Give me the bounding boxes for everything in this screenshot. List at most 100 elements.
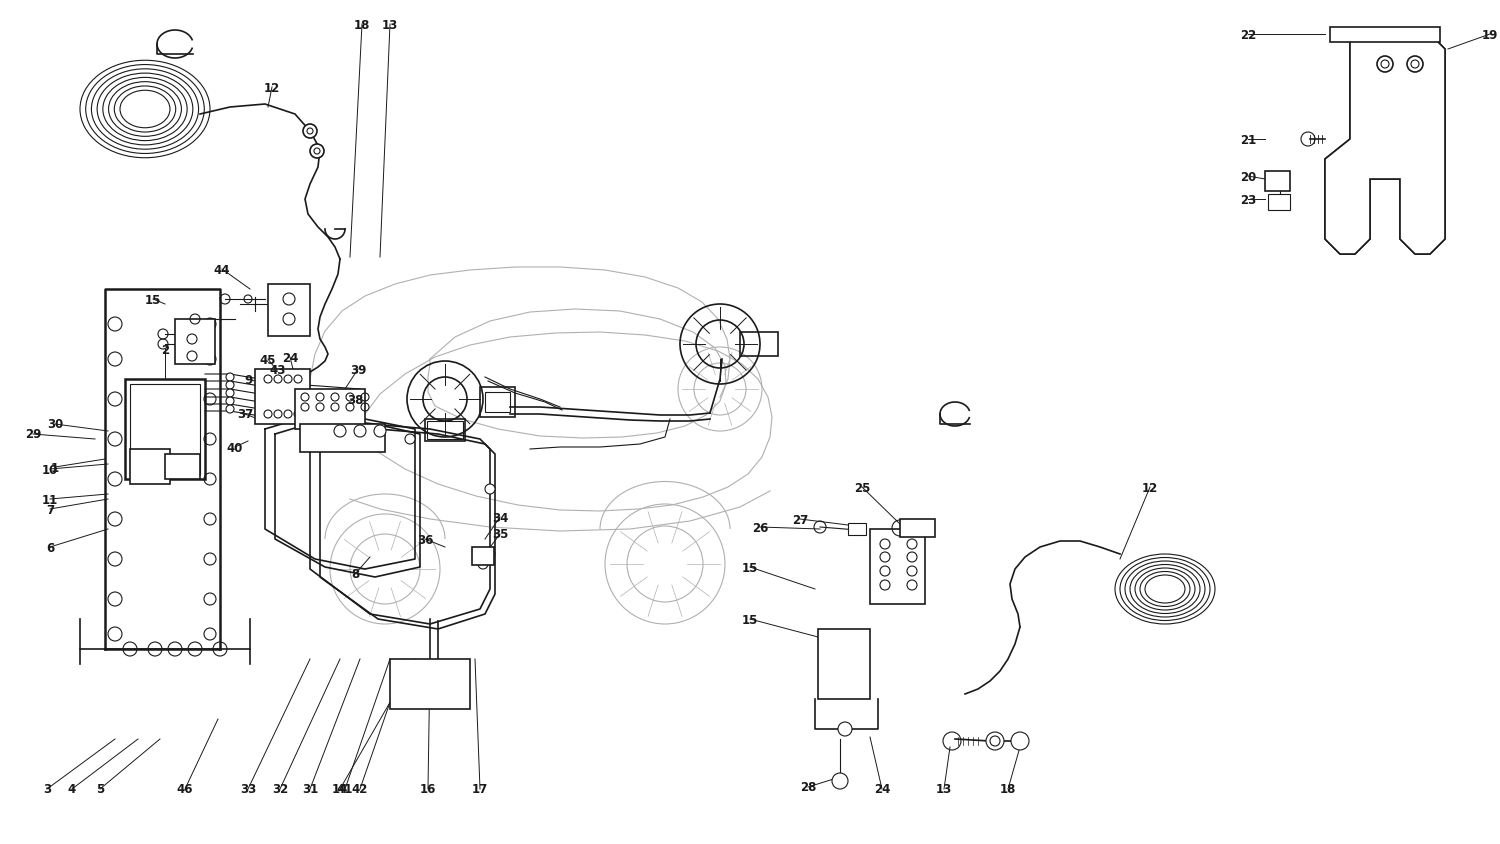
Text: 46: 46: [177, 782, 194, 796]
Text: 18: 18: [354, 19, 370, 31]
Circle shape: [833, 773, 848, 789]
Text: 26: 26: [752, 521, 768, 534]
Text: 12: 12: [264, 81, 280, 95]
Text: 32: 32: [272, 782, 288, 796]
Text: 24: 24: [874, 782, 890, 796]
Text: 12: 12: [1142, 481, 1158, 494]
Bar: [124, 380, 206, 479]
Bar: [272, 288, 308, 333]
Text: 16: 16: [420, 782, 436, 796]
Bar: [303, 428, 382, 450]
Text: 2: 2: [160, 344, 170, 356]
Circle shape: [303, 125, 316, 138]
Circle shape: [354, 425, 366, 437]
Text: 33: 33: [240, 782, 256, 796]
Text: 13: 13: [382, 19, 398, 31]
Circle shape: [374, 425, 386, 437]
Bar: [821, 632, 867, 696]
Text: 15: 15: [742, 613, 758, 625]
Circle shape: [986, 732, 1004, 750]
Text: 45: 45: [260, 353, 276, 366]
Text: 37: 37: [237, 408, 254, 421]
Text: 10: 10: [42, 463, 58, 476]
Text: 7: 7: [46, 503, 54, 516]
Circle shape: [908, 566, 916, 576]
Text: 15: 15: [742, 560, 758, 574]
Text: 1: 1: [51, 461, 58, 474]
Bar: [1268, 175, 1287, 189]
Text: 28: 28: [800, 781, 816, 793]
Bar: [427, 421, 464, 440]
Polygon shape: [1324, 35, 1444, 255]
Circle shape: [908, 552, 916, 562]
Bar: [424, 419, 465, 441]
Bar: [390, 659, 470, 709]
Circle shape: [880, 552, 890, 562]
Bar: [1268, 195, 1290, 211]
Circle shape: [314, 149, 320, 154]
Text: 44: 44: [214, 263, 231, 276]
Text: 18: 18: [1000, 782, 1016, 796]
Bar: [480, 387, 514, 418]
Circle shape: [308, 129, 314, 135]
Circle shape: [310, 145, 324, 159]
Circle shape: [880, 581, 890, 590]
Circle shape: [880, 566, 890, 576]
Circle shape: [484, 484, 495, 495]
Bar: [176, 320, 214, 365]
Bar: [255, 370, 310, 425]
Text: 4: 4: [68, 782, 76, 796]
Bar: [258, 372, 308, 421]
Text: 25: 25: [853, 481, 870, 494]
Bar: [268, 284, 310, 337]
Text: 39: 39: [350, 363, 366, 376]
Text: 21: 21: [1240, 133, 1256, 146]
Text: 42: 42: [352, 782, 368, 796]
Circle shape: [1412, 61, 1419, 69]
Text: 20: 20: [1240, 170, 1256, 183]
Text: 5: 5: [96, 782, 104, 796]
Text: 38: 38: [346, 393, 363, 406]
Text: 8: 8: [351, 568, 358, 581]
Circle shape: [304, 435, 315, 445]
Circle shape: [839, 722, 852, 736]
Text: 6: 6: [46, 541, 54, 554]
Text: 29: 29: [26, 428, 40, 441]
Text: 9: 9: [244, 373, 252, 386]
Text: 24: 24: [282, 351, 298, 364]
Bar: [740, 333, 778, 356]
Text: 3: 3: [44, 782, 51, 796]
Bar: [1330, 28, 1440, 43]
Text: 34: 34: [492, 511, 508, 524]
Circle shape: [226, 405, 234, 414]
Text: 23: 23: [1240, 193, 1256, 206]
Text: 14: 14: [332, 782, 348, 796]
Bar: [130, 385, 200, 474]
Text: 19: 19: [1482, 29, 1498, 41]
Circle shape: [226, 390, 234, 398]
Circle shape: [1011, 732, 1029, 750]
Text: 41: 41: [338, 782, 352, 796]
Bar: [393, 663, 466, 706]
Bar: [472, 548, 494, 565]
Bar: [296, 390, 364, 430]
Circle shape: [226, 374, 234, 381]
Circle shape: [880, 539, 890, 549]
Circle shape: [908, 539, 916, 549]
Circle shape: [226, 398, 234, 405]
Text: 35: 35: [492, 528, 508, 541]
Circle shape: [405, 435, 416, 445]
Text: 40: 40: [226, 441, 243, 454]
Circle shape: [484, 549, 495, 560]
Text: 27: 27: [792, 513, 808, 526]
Bar: [178, 322, 212, 361]
Bar: [300, 425, 386, 452]
Bar: [1264, 172, 1290, 192]
Text: 11: 11: [42, 493, 58, 506]
Circle shape: [908, 581, 916, 590]
Bar: [474, 549, 492, 563]
Bar: [818, 630, 870, 699]
Text: 15: 15: [146, 293, 160, 306]
Bar: [900, 519, 934, 538]
Circle shape: [226, 381, 234, 390]
